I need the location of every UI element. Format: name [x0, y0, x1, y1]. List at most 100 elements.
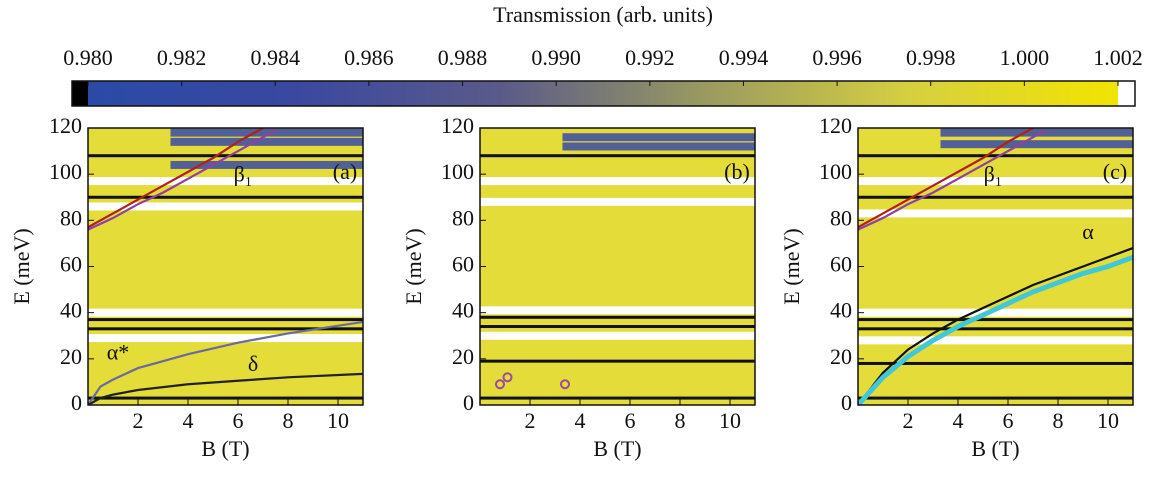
x-tick-label: 8 [675, 408, 686, 433]
colorbar-tick-label: 0.990 [531, 45, 581, 70]
heatmap-blue-row [170, 137, 363, 146]
y-tick-label: 120 [441, 113, 474, 138]
heatmap-dark-row [480, 396, 755, 400]
heatmap-white-row [88, 202, 363, 211]
annotation: α [1082, 219, 1094, 244]
colorbar-over [1118, 81, 1135, 106]
fit-curve [858, 129, 1047, 231]
heatmap-dark-row [858, 195, 1133, 199]
colorbar-tick-label: 0.988 [438, 45, 488, 70]
colorbar-frame [71, 80, 1136, 107]
heatmap-blue-row [940, 140, 1133, 149]
heatmap-dark-row [88, 396, 363, 400]
y-tick-label: 0 [71, 390, 82, 415]
colorbar-tick-label: 0.996 [812, 45, 862, 70]
y-tick-label: 80 [452, 205, 474, 230]
heatmap-background [480, 128, 755, 405]
heatmap-blue-row [170, 160, 363, 169]
fit-curve [88, 372, 363, 405]
y-tick-label: 80 [60, 205, 82, 230]
x-tick-label: 2 [133, 408, 144, 433]
y-tick-label: 20 [60, 344, 82, 369]
fit-curve [858, 247, 1133, 405]
heatmap-white-row [858, 308, 1133, 317]
y-tick-label: 60 [60, 252, 82, 277]
heatmap-white-row [480, 306, 755, 315]
data-point [502, 372, 513, 383]
heatmap-dark-row [858, 154, 1133, 158]
heatmap-white-row [480, 177, 755, 186]
x-axis-label: B (T) [201, 436, 249, 461]
x-tick-label: 6 [1003, 408, 1014, 433]
y-axis-label: E (meV) [401, 228, 426, 304]
heatmap-blue-row [170, 128, 363, 137]
x-axis-label: B (T) [593, 436, 641, 461]
x-tick-label: 4 [575, 408, 586, 433]
data-point [495, 379, 505, 390]
fit-curve [858, 128, 1034, 229]
data-point [560, 379, 570, 390]
heatmap-dark-row [88, 327, 363, 331]
heatmap-dark-row [88, 154, 363, 158]
y-tick-label: 40 [830, 298, 852, 323]
heatmap-dark-row [858, 361, 1133, 365]
heatmap-dark-row [858, 396, 1133, 400]
y-tick-label: 0 [841, 390, 852, 415]
x-tick-label: 6 [625, 408, 636, 433]
y-tick-label: 40 [60, 298, 82, 323]
heatmap-white-row [858, 177, 1133, 186]
x-tick-label: 8 [283, 408, 294, 433]
x-tick-label: 6 [233, 408, 244, 433]
heatmap-blue-row [562, 142, 755, 151]
y-tick-label: 120 [49, 113, 82, 138]
y-tick-label: 80 [830, 205, 852, 230]
heatmap-dark-row [480, 154, 755, 158]
heatmap-white-row [88, 334, 363, 343]
heatmap-blue-row [940, 128, 1133, 137]
panel-label: (a) [333, 159, 357, 184]
heatmap-white-row [480, 331, 755, 340]
panel-label: (c) [1103, 159, 1127, 184]
heatmap-dark-row [88, 195, 363, 199]
x-tick-label: 2 [903, 408, 914, 433]
colorbar-under [72, 81, 88, 106]
colorbar-tick-label: 0.984 [251, 45, 301, 70]
annotation: β₁ [234, 162, 253, 187]
heatmap-white-row [480, 197, 755, 206]
colorbar-tick-label: 0.994 [719, 45, 769, 70]
colorbar [88, 81, 1118, 106]
x-tick-label: 10 [327, 408, 349, 433]
heatmap-dark-row [88, 318, 363, 322]
colorbar-tick-label: 0.992 [625, 45, 675, 70]
y-tick-label: 100 [49, 159, 82, 184]
y-tick-label: 60 [452, 252, 474, 277]
x-tick-label: 4 [183, 408, 194, 433]
x-tick-label: 8 [1053, 408, 1064, 433]
heatmap-dark-row [480, 359, 755, 363]
colorbar-tick-label: 0.986 [344, 45, 394, 70]
annotation: β₁ [984, 162, 1003, 187]
y-tick-label: 0 [463, 390, 474, 415]
colorbar-tick-label: 1.000 [1000, 45, 1050, 70]
heatmap-white-row [858, 209, 1133, 218]
y-tick-label: 40 [452, 298, 474, 323]
fit-curve [858, 254, 1133, 405]
x-tick-label: 10 [1097, 408, 1119, 433]
y-tick-label: 100 [819, 159, 852, 184]
fit-curve [88, 128, 264, 229]
colorbar-tick-label: 1.002 [1093, 45, 1143, 70]
heatmap-blue-row [562, 133, 755, 142]
colorbar-tick-label: 0.980 [63, 45, 113, 70]
y-axis-label: E (meV) [9, 228, 34, 304]
colorbar-tick-label: 0.982 [157, 45, 207, 70]
heatmap-white-row [88, 308, 363, 317]
x-axis-label: B (T) [971, 436, 1019, 461]
y-tick-label: 120 [819, 113, 852, 138]
heatmap-white-row [858, 336, 1133, 345]
y-tick-label: 20 [452, 344, 474, 369]
heatmap-dark-row [858, 318, 1133, 322]
x-tick-label: 4 [953, 408, 964, 433]
y-tick-label: 20 [830, 344, 852, 369]
heatmap-white-row [88, 177, 363, 186]
